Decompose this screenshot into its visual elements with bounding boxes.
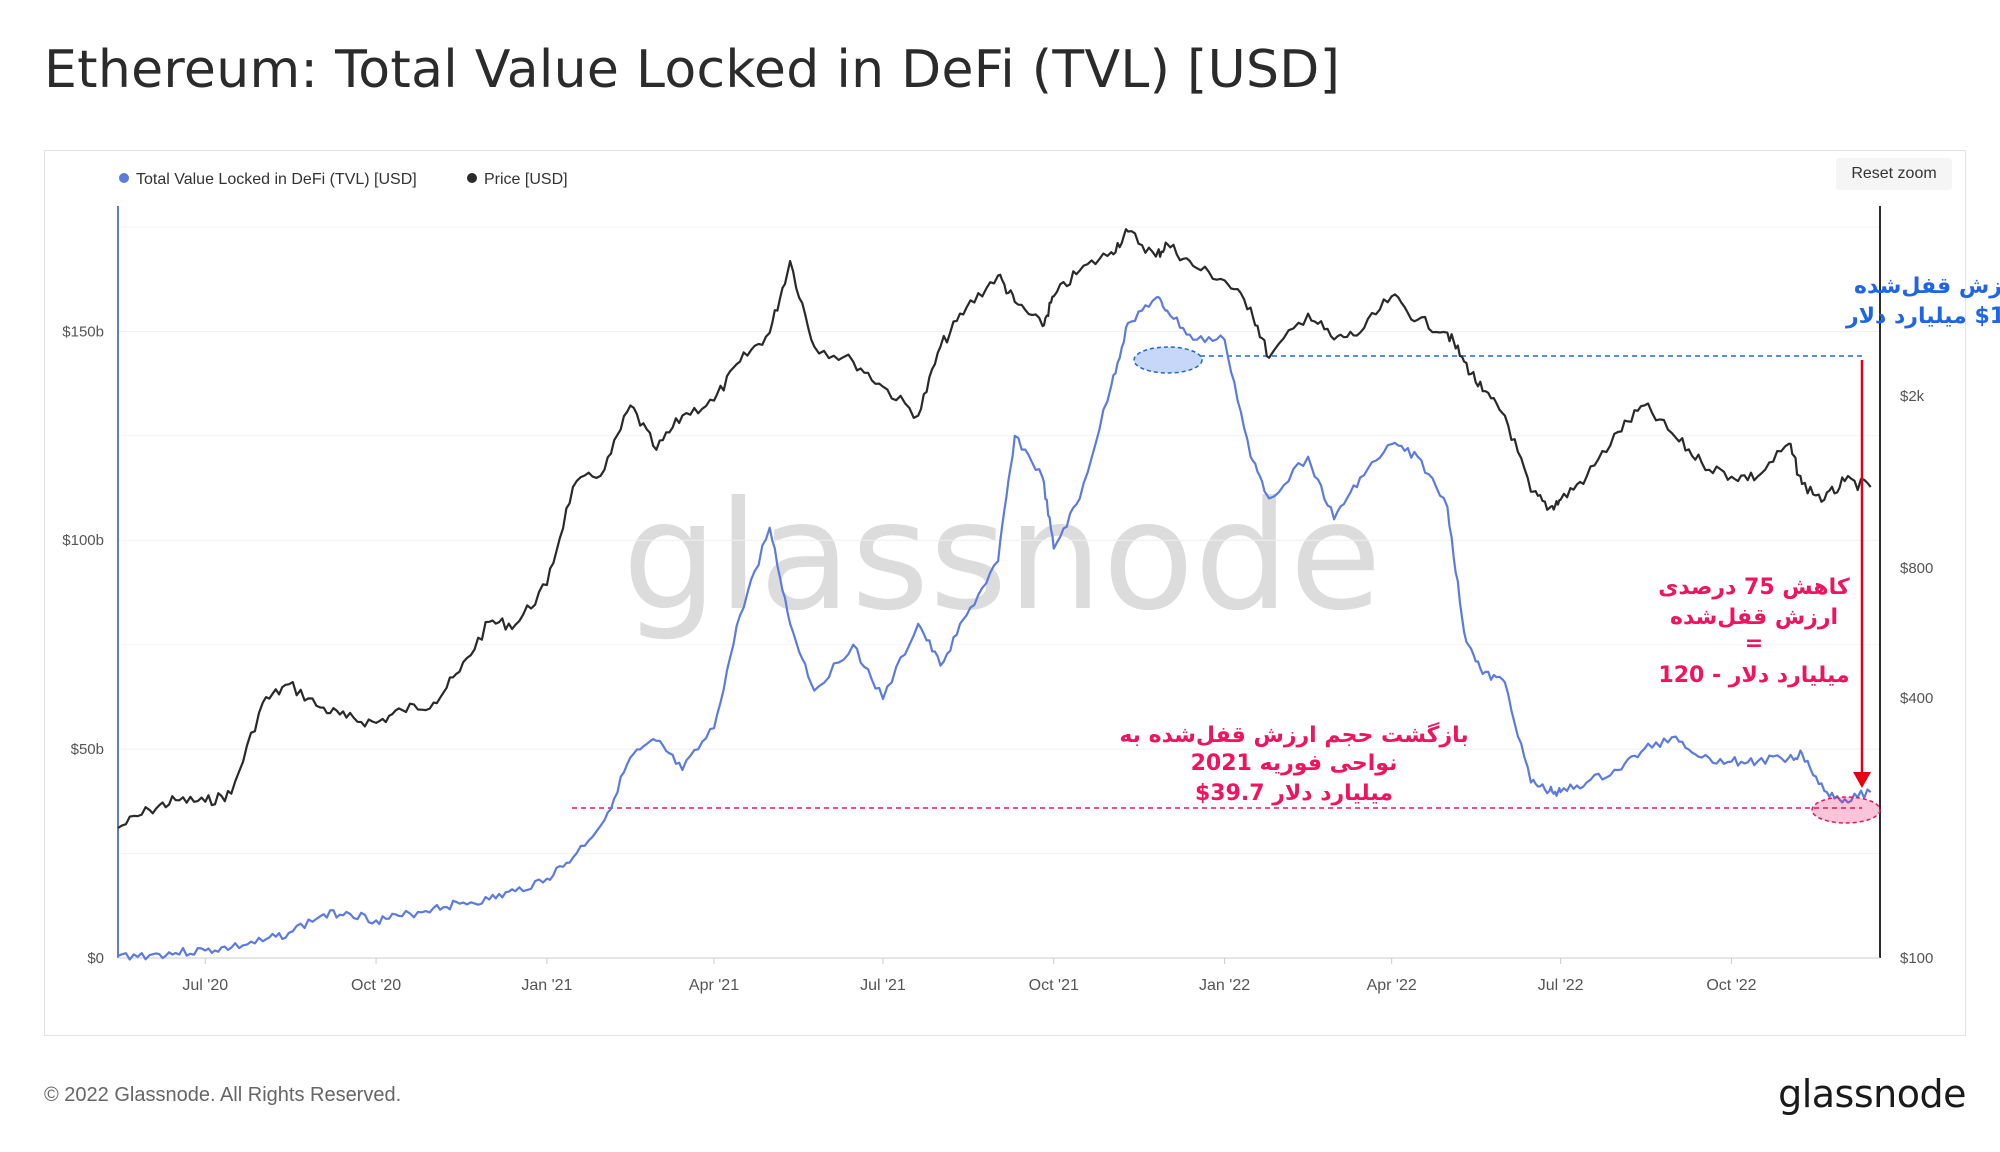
- x-tick-label: Jul '21: [860, 977, 906, 994]
- y-left-tick-label: $50b: [71, 741, 104, 758]
- annotation-return-line2: نواحی فوریه 2021: [1191, 751, 1398, 776]
- annotation-return-line1: بازگشت حجم ارزش قفل‌شده به: [1119, 721, 1468, 748]
- y-right-tick-label: $100: [1900, 950, 1933, 967]
- x-tick-label: Jul '20: [182, 977, 228, 994]
- tvl-line: [117, 295, 1872, 961]
- y-axis-left-ticks: $0 $50b $100b $150b: [62, 323, 104, 967]
- grid-lines: [118, 226, 1880, 959]
- annotation-drop: کاهش 75 درصدی ارزش قفل‌شده = 120 - میلیا…: [1658, 575, 1850, 688]
- x-tick-label: Jan '22: [1199, 977, 1250, 994]
- legend[interactable]: Total Value Locked in DeFi (TVL) [USD] P…: [119, 171, 568, 188]
- legend-tvl-label[interactable]: Total Value Locked in DeFi (TVL) [USD]: [136, 171, 417, 188]
- annotation-return-line3: $39.7 میلیارد دلار: [1195, 781, 1393, 806]
- annotation-drop-line4: 120 - میلیارد دلار: [1658, 663, 1849, 688]
- annotation-peak-line1: اوج ارزش قفل‌شده: [1854, 274, 2000, 299]
- annotation-drop-line3: =: [1745, 631, 1763, 656]
- x-tick-label: Jan '21: [521, 977, 572, 994]
- x-tick-label: Apr '22: [1367, 977, 1417, 994]
- x-tick-label: Oct '20: [351, 977, 401, 994]
- annotation-peak-line2: $160 میلیارد دلار: [1845, 304, 2000, 329]
- y-left-tick-label: $0: [87, 950, 104, 967]
- y-left-tick-label: $150b: [62, 323, 104, 340]
- drop-arrow: [1853, 360, 1871, 788]
- series-lines: [117, 228, 1872, 961]
- annotation-peak: اوج ارزش قفل‌شده $160 میلیارد دلار: [1845, 274, 2000, 329]
- chart-frame: [44, 150, 1966, 1036]
- annotation-drop-line1: کاهش 75 درصدی: [1658, 575, 1850, 600]
- x-tick-label: Oct '21: [1029, 977, 1079, 994]
- annotation-return: بازگشت حجم ارزش قفل‌شده به نواحی فوریه 2…: [1119, 721, 1468, 806]
- annotation-drop-line2: ارزش قفل‌شده: [1670, 605, 1838, 630]
- y-right-tick-label: $800: [1900, 560, 1933, 577]
- y-axis-right-ticks: $100 $400 $800 $2k: [1900, 388, 1933, 967]
- price-line: [117, 228, 1872, 829]
- reset-zoom-button[interactable]: Reset zoom: [1836, 158, 1952, 190]
- peak-highlight: [1133, 346, 1203, 374]
- x-tick-label: Jul '22: [1538, 977, 1584, 994]
- watermark: glassnode: [622, 470, 1381, 644]
- x-tick-label: Oct '22: [1706, 977, 1756, 994]
- legend-tvl-marker: [119, 173, 129, 183]
- y-left-tick-label: $100b: [62, 532, 104, 549]
- legend-price-label[interactable]: Price [USD]: [484, 171, 568, 188]
- glassnode-logo: glassnode: [1778, 1072, 1966, 1116]
- axes: [117, 206, 1881, 959]
- page-title: Ethereum: Total Value Locked in DeFi (TV…: [44, 40, 1341, 100]
- x-axis-ticks: Jul '20 Oct '20 Jan '21 Apr '21 Jul '21 Oct '…: [182, 958, 1757, 994]
- x-tick-label: Apr '21: [689, 977, 739, 994]
- legend-price-marker: [467, 173, 477, 183]
- copyright: © 2022 Glassnode. All Rights Reserved.: [44, 1084, 402, 1106]
- low-highlight: [1811, 796, 1881, 824]
- y-right-tick-label: $2k: [1900, 388, 1925, 405]
- y-right-tick-label: $400: [1900, 690, 1933, 707]
